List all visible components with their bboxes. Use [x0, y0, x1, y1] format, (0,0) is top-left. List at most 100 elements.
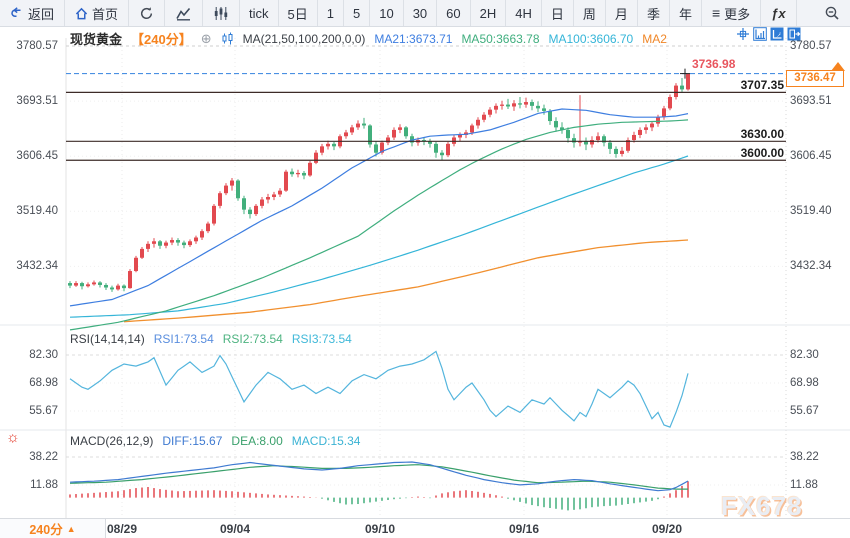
timeframe-item[interactable]: 1	[318, 0, 344, 26]
ma50-value: MA50:3663.78	[461, 31, 540, 46]
zoom-out-icon	[825, 6, 839, 20]
axis-label: 3693.51	[16, 95, 58, 108]
axis-label: 3693.51	[790, 95, 832, 108]
rsi2-value: RSI2:73.54	[222, 332, 283, 346]
axis-label: 11.88	[30, 479, 58, 491]
axis-label: 38.22	[790, 451, 819, 463]
zoom-out-button[interactable]	[814, 0, 850, 26]
back-icon	[11, 7, 21, 17]
timeframe-item[interactable]: 5	[344, 0, 371, 26]
add-indicator-icon[interactable]: ⊕	[200, 30, 212, 46]
period-arrow-icon: ▲	[66, 523, 76, 534]
fx-label: ƒx	[771, 5, 786, 21]
rsi1-value: RSI1:73.54	[153, 332, 214, 346]
timeframe-item[interactable]: 2H	[471, 0, 507, 26]
candle-chart-button[interactable]	[203, 0, 241, 26]
more-button[interactable]: ≡ 更多	[702, 0, 762, 26]
refresh-button[interactable]	[129, 0, 166, 26]
resistance-level-label: 3707.35	[740, 78, 784, 93]
line-chart-icon	[176, 7, 191, 20]
macd-definition: MACD(26,12,9)	[70, 434, 154, 448]
axis-label: 55.67	[790, 404, 819, 417]
timeframe-item[interactable]: 60	[437, 0, 471, 26]
chart-tool-cluster	[736, 27, 801, 41]
macd-value: MACD:15.34	[291, 434, 361, 448]
toolbar: 返回 首页 tick 5日 1 5 10 30 60 2H 4H 日周月季年 ≡ 更多 ƒx	[0, 0, 850, 27]
macd-legend: MACD(26,12,9) DIFF:15.67 DEA:8.00 MACD:1…	[70, 434, 360, 448]
last-price-box: 3736.47	[786, 70, 844, 87]
scale-axis-active-icon[interactable]	[770, 27, 784, 41]
axis-label: 3606.45	[16, 150, 58, 163]
ma200-value: MA2	[642, 31, 667, 46]
axis-label: 11.88	[790, 479, 818, 491]
axis-label: 82.30	[790, 349, 819, 361]
line-chart-button[interactable]	[165, 0, 204, 26]
session-high-label: 3736.98	[692, 56, 736, 71]
timeframe-item[interactable]: 周	[574, 0, 606, 26]
axis-label: 38.22	[29, 451, 58, 463]
timeframe-item[interactable]: 10	[370, 0, 404, 26]
home-icon	[75, 7, 88, 19]
timeframe-item[interactable]: 5日	[279, 0, 318, 26]
date-label: 08/29	[106, 522, 138, 536]
axis-label: 3606.45	[790, 150, 832, 163]
axis-label: 3432.34	[16, 260, 58, 273]
main-legend: 现货黄金 【240分】 ⊕ MA(21,50,100,200,0,0) MA21…	[70, 29, 667, 48]
exit-fullscreen-icon[interactable]	[787, 27, 801, 41]
timeframe-item[interactable]: 年	[670, 0, 702, 26]
timeframe-item[interactable]: 30	[404, 0, 438, 26]
crosshair-tool-icon[interactable]	[736, 27, 750, 41]
watermark: FX678	[721, 491, 803, 521]
ma100-value: MA100:3606.70	[548, 31, 634, 46]
indicator-settings-icon[interactable]: ☼	[6, 429, 20, 446]
date-label: 09/10	[364, 522, 396, 536]
back-label: 返回	[28, 6, 55, 22]
axis-label: 68.98	[29, 377, 58, 389]
more-label: 更多	[724, 6, 751, 22]
axis-label: 55.67	[29, 404, 58, 417]
rsi-definition: RSI(14,14,14)	[70, 332, 145, 346]
period-label: 240分	[29, 523, 63, 537]
ma21-value: MA21:3673.71	[374, 31, 453, 46]
left-price-axis: 3780.57 3693.51 3606.45 3519.40 3432.34 82.30…	[0, 0, 62, 537]
back-button[interactable]: 返回	[0, 0, 66, 26]
home-button[interactable]: 首页	[65, 0, 130, 26]
time-axis-strip: 240分 ▲ 08/29 09/04 09/10 09/16 09/20	[0, 518, 850, 538]
dea-value: DEA:8.00	[231, 434, 283, 448]
axis-label: 3780.57	[790, 40, 832, 52]
axis-label: 3519.40	[16, 205, 58, 218]
axis-label: 68.98	[790, 377, 819, 389]
timeframe-item[interactable]: 4H	[506, 0, 542, 26]
ma-definition: MA(21,50,100,200,0,0)	[242, 31, 366, 46]
interval-label: 【240分】	[131, 32, 192, 47]
date-label: 09/20	[651, 522, 683, 536]
axis-label: 3780.57	[16, 40, 58, 52]
fx-button[interactable]: ƒx	[761, 0, 797, 26]
more-icon: ≡	[711, 5, 721, 21]
axis-label: 3519.40	[790, 205, 832, 218]
timeframe-item[interactable]: tick	[240, 0, 279, 26]
candle-mini-icon	[222, 32, 233, 45]
diff-value: DIFF:15.67	[162, 434, 223, 448]
date-label: 09/16	[508, 522, 540, 536]
period-selector[interactable]: 240分 ▲	[0, 519, 106, 538]
scale-axis-icon[interactable]	[753, 27, 767, 41]
axis-label: 82.30	[29, 349, 58, 361]
axis-label: 3432.34	[790, 260, 832, 273]
date-label: 09/04	[219, 522, 251, 536]
date-labels: 08/29 09/04 09/10 09/16 09/20	[0, 519, 850, 538]
support-level-label-2: 3600.00	[740, 146, 784, 161]
home-label: 首页	[92, 6, 119, 22]
rsi3-value: RSI3:73.54	[291, 332, 352, 346]
support-level-label-1: 3630.00	[740, 127, 784, 142]
symbol-name: 现货黄金	[70, 32, 123, 47]
timeframe-list: tick 5日 1 5 10 30 60 2H 4H 日周月季年	[240, 0, 702, 26]
right-price-axis: 3780.57 3693.51 3606.45 3519.40 3432.34 82.30…	[790, 0, 850, 537]
timeframe-item[interactable]: 季	[638, 0, 670, 26]
rsi-legend: RSI(14,14,14) RSI1:73.54 RSI2:73.54 RSI3…	[70, 332, 352, 346]
timeframe-item[interactable]: 日	[542, 0, 574, 26]
refresh-icon	[141, 6, 153, 19]
timeframe-item[interactable]: 月	[606, 0, 638, 26]
